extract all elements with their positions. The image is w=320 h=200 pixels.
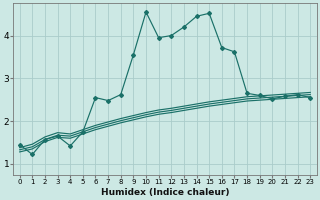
X-axis label: Humidex (Indice chaleur): Humidex (Indice chaleur) (101, 188, 229, 197)
